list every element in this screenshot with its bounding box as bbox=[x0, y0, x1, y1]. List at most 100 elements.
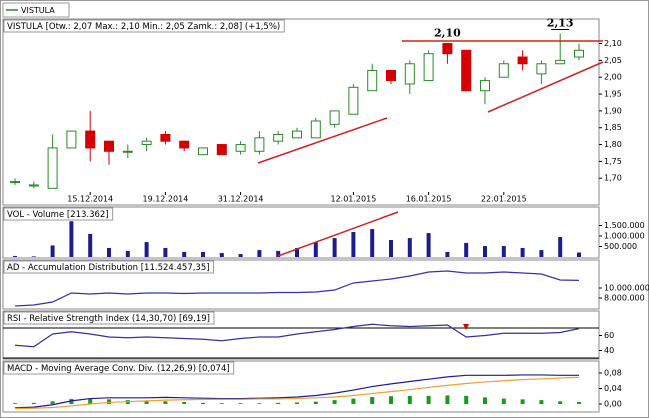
histogram-bar bbox=[182, 402, 187, 404]
trend-line bbox=[277, 211, 399, 257]
histogram-bar bbox=[445, 395, 450, 404]
y-tick-label: 1,90 bbox=[604, 106, 622, 115]
bar bbox=[370, 229, 375, 257]
candle-body bbox=[160, 133, 171, 142]
histogram-bar bbox=[276, 402, 281, 404]
series-line bbox=[14, 376, 580, 410]
y-tick-label: 2,05 bbox=[604, 56, 622, 65]
bar bbox=[313, 242, 318, 257]
candle-body bbox=[536, 63, 547, 75]
panel-title: VOL - Volume [213.362] bbox=[7, 210, 109, 220]
legend-label: VISTULA bbox=[21, 6, 55, 15]
y-tick-label: 0,04 bbox=[604, 384, 622, 393]
bar bbox=[539, 250, 544, 257]
candle-body bbox=[235, 144, 246, 152]
y-tick-label: 40 bbox=[604, 346, 614, 355]
histogram-bar bbox=[501, 398, 506, 404]
bar bbox=[144, 242, 149, 257]
bar bbox=[276, 250, 281, 257]
y-tick-label: 8.000.000 bbox=[604, 294, 645, 303]
histogram-bar bbox=[13, 403, 17, 404]
histogram-bar bbox=[370, 397, 375, 404]
candle-body bbox=[367, 69, 378, 92]
bar bbox=[13, 255, 17, 257]
panel-title-box bbox=[3, 260, 215, 274]
candle-body bbox=[348, 86, 359, 115]
series-line bbox=[14, 270, 580, 307]
bar bbox=[389, 239, 393, 257]
candle-body bbox=[179, 140, 190, 149]
annotation: 2,10 bbox=[434, 27, 461, 40]
bar bbox=[182, 251, 187, 257]
y-tick-label: 60 bbox=[604, 331, 614, 340]
bar bbox=[219, 253, 224, 257]
x-tick-label: 22.01.2015 bbox=[481, 195, 527, 204]
candle-body bbox=[404, 63, 415, 85]
candle-body bbox=[498, 63, 509, 78]
histogram-bar bbox=[238, 403, 243, 404]
panel bbox=[2, 18, 600, 206]
y-tick-label: 1,80 bbox=[604, 140, 622, 149]
y-tick-label: 10.000.000 bbox=[604, 284, 649, 293]
panel-title: AD - Accumulation Distribution [11.524.4… bbox=[7, 263, 210, 273]
candle-body bbox=[480, 80, 490, 92]
series-line bbox=[14, 374, 579, 409]
candle-body bbox=[47, 147, 58, 189]
candle-body bbox=[574, 49, 584, 58]
y-tick-label: 2,10 bbox=[604, 39, 622, 48]
y-tick-label: 1,70 bbox=[604, 174, 622, 183]
y-tick-label: 1.000.000 bbox=[604, 231, 645, 240]
candle-body bbox=[85, 130, 96, 149]
plots: 1,70 1,75 1,80 1,85 1,90 1,95 2,00 2,05 2,10 15.1… bbox=[2, 16, 649, 413]
annotation: 2,13 bbox=[547, 16, 574, 29]
candle-body bbox=[292, 130, 302, 139]
histogram-bar bbox=[520, 399, 525, 404]
histogram-bar bbox=[219, 403, 224, 404]
candle-body bbox=[66, 130, 77, 149]
candle-body bbox=[216, 144, 227, 156]
candle-body bbox=[122, 150, 133, 153]
panel-title: VISTULA [Otw.: 2,07 Max.: 2,10 Min.: 2,0… bbox=[7, 22, 280, 32]
panel-title-box bbox=[3, 19, 285, 33]
candle-body bbox=[423, 53, 434, 82]
histogram-bar bbox=[313, 401, 318, 404]
bar bbox=[483, 246, 487, 257]
histogram-bar bbox=[31, 402, 36, 404]
panel-title-box bbox=[3, 311, 215, 325]
bar bbox=[295, 247, 299, 257]
candle-body bbox=[28, 184, 39, 187]
bar bbox=[426, 233, 431, 257]
candle-body bbox=[555, 59, 566, 65]
bar bbox=[88, 233, 93, 257]
candle-body bbox=[273, 133, 284, 142]
bar bbox=[31, 256, 36, 257]
rsi-signal bbox=[463, 324, 469, 330]
bar bbox=[332, 238, 337, 257]
histogram-bar bbox=[407, 395, 412, 404]
candle-body bbox=[517, 56, 528, 65]
histogram-bar bbox=[144, 400, 149, 404]
candle-body bbox=[442, 43, 453, 55]
y-tick-label: 2,00 bbox=[604, 73, 622, 82]
y-tick-label: 1,85 bbox=[604, 123, 622, 132]
bar bbox=[107, 247, 111, 257]
bar bbox=[558, 237, 563, 257]
x-tick-label: 15.12.2014 bbox=[67, 195, 113, 204]
histogram-bar bbox=[50, 401, 55, 404]
y-tick-label: 1,95 bbox=[604, 90, 622, 99]
histogram-bar bbox=[257, 403, 262, 404]
bar bbox=[407, 238, 412, 257]
histogram-bar bbox=[351, 398, 356, 404]
trend-line bbox=[487, 61, 604, 113]
y-tick-label: 0,00 bbox=[604, 399, 622, 408]
x-tick-label: 16.01.2015 bbox=[406, 195, 452, 204]
y-tick-label: 1.500.000 bbox=[604, 221, 645, 230]
bar bbox=[577, 252, 581, 257]
candle-body bbox=[329, 110, 340, 125]
bar bbox=[520, 247, 525, 257]
bar bbox=[201, 251, 205, 257]
y-tick-label: 1,75 bbox=[604, 157, 622, 166]
legend-box bbox=[2, 2, 70, 18]
x-tick-label: 31.12.2014 bbox=[218, 195, 264, 204]
candle-body bbox=[141, 140, 152, 146]
